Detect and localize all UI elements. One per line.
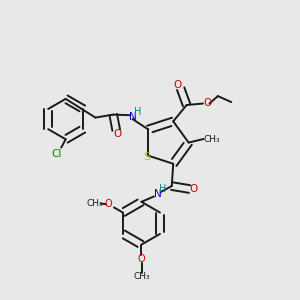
Text: Cl: Cl [52, 148, 62, 158]
Text: H: H [134, 107, 141, 117]
Text: CH₃: CH₃ [203, 134, 220, 143]
Text: O: O [173, 80, 181, 90]
Text: O: O [138, 254, 146, 265]
Text: H: H [159, 184, 166, 194]
Text: N: N [154, 189, 162, 200]
Text: CH₃: CH₃ [134, 272, 150, 281]
Text: O: O [114, 129, 122, 139]
Text: O: O [104, 199, 112, 208]
Text: O: O [203, 98, 211, 108]
Text: N: N [129, 112, 137, 122]
Text: S: S [143, 152, 150, 162]
Text: CH₃: CH₃ [86, 199, 103, 208]
Text: O: O [190, 184, 198, 194]
